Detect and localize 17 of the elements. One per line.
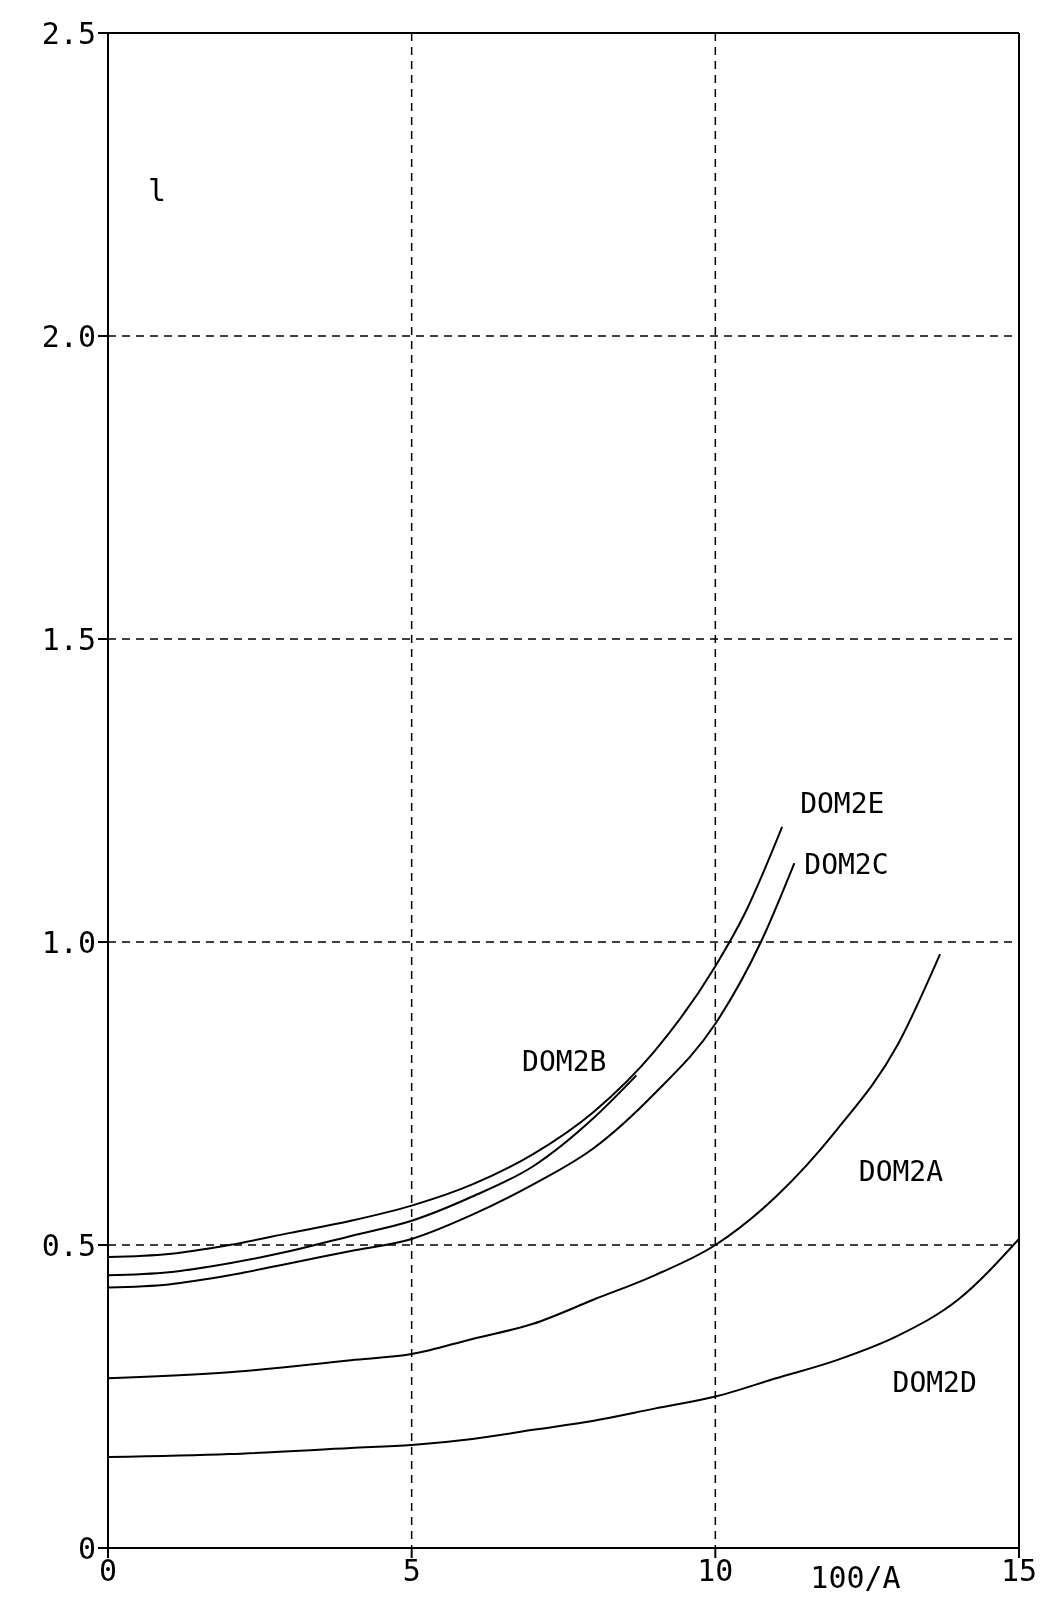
series-label: DOM2D xyxy=(892,1365,977,1399)
y-tick-label: 0.5 xyxy=(41,1227,96,1263)
y-tick-label: 0 xyxy=(77,1530,96,1566)
series-label: DOM2A xyxy=(858,1154,944,1188)
series-label: DOM2B xyxy=(522,1045,607,1079)
y-tick-label: 2.5 xyxy=(41,15,96,51)
x-tick-label: 15 xyxy=(1000,1553,1038,1589)
y-tick-label: 1.5 xyxy=(41,621,96,657)
x-axis-title: 100/A xyxy=(810,1560,901,1595)
y-axis-title: l xyxy=(148,173,167,208)
series-label: DOM2E xyxy=(800,786,885,820)
y-tick-label: 1.0 xyxy=(41,924,96,960)
x-tick-label: 5 xyxy=(402,1553,421,1589)
y-tick-label: 2.0 xyxy=(41,318,96,354)
x-tick-label: 10 xyxy=(697,1553,734,1589)
series-label: DOM2C xyxy=(804,848,889,882)
x-tick-label: 0 xyxy=(98,1553,118,1589)
